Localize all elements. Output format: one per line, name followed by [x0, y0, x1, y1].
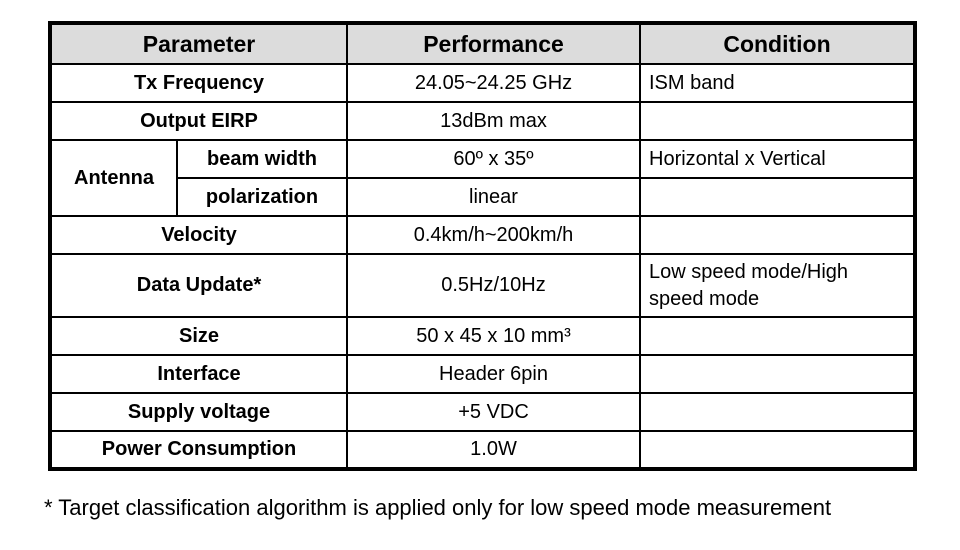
performance-cell: 0.4km/h~200km/h — [346, 215, 641, 255]
param-cell: Output EIRP — [49, 101, 348, 141]
condition-cell: Low speed mode/High speed mode — [639, 253, 916, 318]
table-row-antenna-polarization: polarization linear — [50, 177, 916, 217]
table-row-data-update: Data Update* 0.5Hz/10Hz Low speed mode/H… — [49, 253, 916, 318]
table-row-tx-frequency: Tx Frequency 24.05~24.25 GHz ISM band — [49, 63, 916, 103]
condition-cell: ISM band — [639, 63, 916, 103]
table-row-supply-voltage: Supply voltage +5 VDC — [49, 392, 916, 432]
table-row-size: Size 50 x 45 x 10 mm³ — [49, 316, 916, 356]
performance-cell: 13dBm max — [346, 101, 641, 141]
param-cell: polarization — [176, 177, 348, 217]
param-cell: Data Update* — [49, 253, 348, 318]
condition-cell — [639, 101, 916, 141]
performance-cell: Header 6pin — [346, 354, 641, 394]
table-row-antenna-beam-width: Antenna beam width 60º x 35º Horizontal … — [49, 139, 916, 217]
performance-cell: 0.5Hz/10Hz — [346, 253, 641, 318]
performance-cell: 60º x 35º — [346, 139, 641, 179]
condition-cell: Horizontal x Vertical — [639, 139, 916, 179]
table-row-interface: Interface Header 6pin — [49, 354, 916, 394]
col-header-parameter: Parameter — [49, 22, 348, 65]
performance-cell: 50 x 45 x 10 mm³ — [346, 316, 641, 356]
condition-cell — [639, 392, 916, 432]
performance-cell: 24.05~24.25 GHz — [346, 63, 641, 103]
performance-cell: +5 VDC — [346, 392, 641, 432]
param-cell: Interface — [49, 354, 348, 394]
param-cell: Supply voltage — [49, 392, 348, 432]
performance-cell: 1.0W — [346, 430, 641, 470]
param-cell: Velocity — [49, 215, 348, 255]
condition-cell — [639, 215, 916, 255]
header-row: Parameter Performance Condition — [49, 22, 916, 65]
condition-cell — [639, 177, 916, 217]
condition-cell — [639, 430, 916, 470]
param-cell: Power Consumption — [49, 430, 348, 470]
param-cell: beam width — [176, 139, 348, 179]
param-cell: Tx Frequency — [49, 63, 348, 103]
condition-cell — [639, 316, 916, 356]
col-header-condition: Condition — [639, 22, 916, 65]
antenna-group-cell: Antenna — [49, 139, 178, 217]
footnote: * Target classification algorithm is app… — [44, 495, 832, 520]
performance-cell: linear — [346, 177, 641, 217]
table-row-velocity: Velocity 0.4km/h~200km/h — [49, 215, 916, 255]
condition-cell — [639, 354, 916, 394]
col-header-performance: Performance — [346, 22, 641, 65]
spec-table: Parameter Performance Condition Tx Frequ… — [48, 21, 917, 471]
table-row-output-eirp: Output EIRP 13dBm max — [49, 101, 916, 141]
table-row-power-consumption: Power Consumption 1.0W — [49, 430, 916, 470]
param-cell: Size — [49, 316, 348, 356]
